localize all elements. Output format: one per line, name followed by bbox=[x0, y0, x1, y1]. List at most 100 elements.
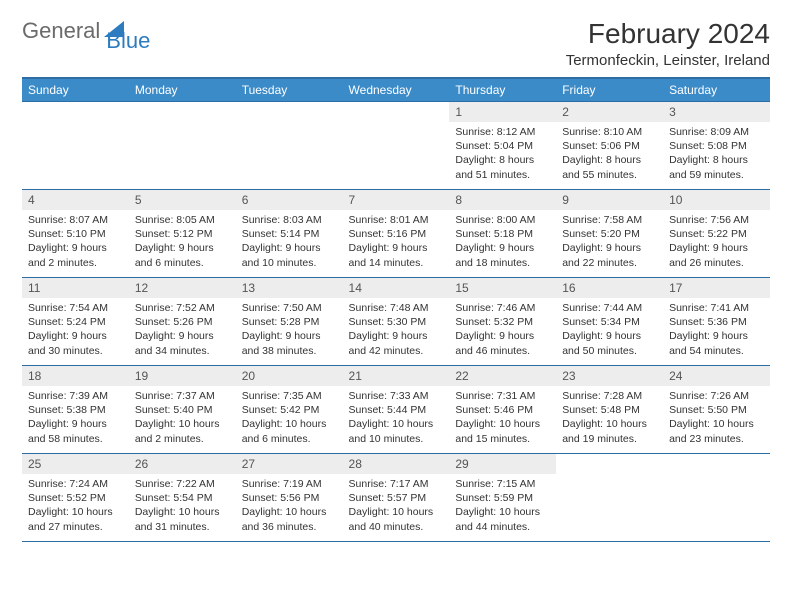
sunset-line: Sunset: 5:30 PM bbox=[349, 315, 444, 329]
sunrise-line: Sunrise: 7:35 AM bbox=[242, 389, 337, 403]
calendar-cell: 23Sunrise: 7:28 AMSunset: 5:48 PMDayligh… bbox=[556, 366, 663, 454]
sunset-line: Sunset: 5:18 PM bbox=[455, 227, 550, 241]
day-details: Sunrise: 7:22 AMSunset: 5:54 PMDaylight:… bbox=[129, 474, 236, 540]
calendar-cell: 15Sunrise: 7:46 AMSunset: 5:32 PMDayligh… bbox=[449, 278, 556, 366]
day-details: Sunrise: 7:28 AMSunset: 5:48 PMDaylight:… bbox=[556, 386, 663, 452]
sunrise-line: Sunrise: 7:24 AM bbox=[28, 477, 123, 491]
sunset-line: Sunset: 5:56 PM bbox=[242, 491, 337, 505]
sunrise-line: Sunrise: 7:26 AM bbox=[669, 389, 764, 403]
day-number: 12 bbox=[129, 278, 236, 298]
sunset-line: Sunset: 5:22 PM bbox=[669, 227, 764, 241]
daylight-line: Daylight: 9 hours and 38 minutes. bbox=[242, 329, 337, 357]
calendar-week-row: 25Sunrise: 7:24 AMSunset: 5:52 PMDayligh… bbox=[22, 454, 770, 542]
day-details: Sunrise: 8:10 AMSunset: 5:06 PMDaylight:… bbox=[556, 122, 663, 188]
day-number: 20 bbox=[236, 366, 343, 386]
weekday-header: Thursday bbox=[449, 78, 556, 102]
daylight-line: Daylight: 9 hours and 34 minutes. bbox=[135, 329, 230, 357]
calendar-cell bbox=[22, 102, 129, 190]
calendar-cell: 13Sunrise: 7:50 AMSunset: 5:28 PMDayligh… bbox=[236, 278, 343, 366]
day-details: Sunrise: 7:41 AMSunset: 5:36 PMDaylight:… bbox=[663, 298, 770, 364]
sunrise-line: Sunrise: 7:56 AM bbox=[669, 213, 764, 227]
sunset-line: Sunset: 5:50 PM bbox=[669, 403, 764, 417]
sunrise-line: Sunrise: 8:05 AM bbox=[135, 213, 230, 227]
sunset-line: Sunset: 5:52 PM bbox=[28, 491, 123, 505]
sunset-line: Sunset: 5:42 PM bbox=[242, 403, 337, 417]
calendar-cell: 11Sunrise: 7:54 AMSunset: 5:24 PMDayligh… bbox=[22, 278, 129, 366]
calendar-cell: 26Sunrise: 7:22 AMSunset: 5:54 PMDayligh… bbox=[129, 454, 236, 542]
daylight-line: Daylight: 9 hours and 54 minutes. bbox=[669, 329, 764, 357]
sunrise-line: Sunrise: 8:01 AM bbox=[349, 213, 444, 227]
day-number: 6 bbox=[236, 190, 343, 210]
sunset-line: Sunset: 5:38 PM bbox=[28, 403, 123, 417]
day-number: 22 bbox=[449, 366, 556, 386]
sunrise-line: Sunrise: 7:31 AM bbox=[455, 389, 550, 403]
daylight-line: Daylight: 9 hours and 30 minutes. bbox=[28, 329, 123, 357]
weekday-header: Wednesday bbox=[343, 78, 450, 102]
location-text: Termonfeckin, Leinster, Ireland bbox=[566, 52, 770, 69]
daylight-line: Daylight: 9 hours and 18 minutes. bbox=[455, 241, 550, 269]
sunset-line: Sunset: 5:06 PM bbox=[562, 139, 657, 153]
day-details: Sunrise: 8:03 AMSunset: 5:14 PMDaylight:… bbox=[236, 210, 343, 276]
day-number: 10 bbox=[663, 190, 770, 210]
day-number: 11 bbox=[22, 278, 129, 298]
day-details: Sunrise: 7:33 AMSunset: 5:44 PMDaylight:… bbox=[343, 386, 450, 452]
calendar-cell: 25Sunrise: 7:24 AMSunset: 5:52 PMDayligh… bbox=[22, 454, 129, 542]
daylight-line: Daylight: 9 hours and 42 minutes. bbox=[349, 329, 444, 357]
daylight-line: Daylight: 10 hours and 6 minutes. bbox=[242, 417, 337, 445]
sunrise-line: Sunrise: 7:58 AM bbox=[562, 213, 657, 227]
day-number: 13 bbox=[236, 278, 343, 298]
day-number: 4 bbox=[22, 190, 129, 210]
daylight-line: Daylight: 9 hours and 6 minutes. bbox=[135, 241, 230, 269]
day-number: 28 bbox=[343, 454, 450, 474]
day-details: Sunrise: 7:48 AMSunset: 5:30 PMDaylight:… bbox=[343, 298, 450, 364]
daylight-line: Daylight: 10 hours and 44 minutes. bbox=[455, 505, 550, 533]
day-number: 23 bbox=[556, 366, 663, 386]
sunset-line: Sunset: 5:57 PM bbox=[349, 491, 444, 505]
day-number: 5 bbox=[129, 190, 236, 210]
calendar-cell: 4Sunrise: 8:07 AMSunset: 5:10 PMDaylight… bbox=[22, 190, 129, 278]
calendar-cell: 18Sunrise: 7:39 AMSunset: 5:38 PMDayligh… bbox=[22, 366, 129, 454]
calendar-cell: 2Sunrise: 8:10 AMSunset: 5:06 PMDaylight… bbox=[556, 102, 663, 190]
day-details: Sunrise: 8:12 AMSunset: 5:04 PMDaylight:… bbox=[449, 122, 556, 188]
daylight-line: Daylight: 9 hours and 22 minutes. bbox=[562, 241, 657, 269]
day-number: 29 bbox=[449, 454, 556, 474]
calendar-cell: 8Sunrise: 8:00 AMSunset: 5:18 PMDaylight… bbox=[449, 190, 556, 278]
calendar-cell: 1Sunrise: 8:12 AMSunset: 5:04 PMDaylight… bbox=[449, 102, 556, 190]
daylight-line: Daylight: 10 hours and 40 minutes. bbox=[349, 505, 444, 533]
day-number: 7 bbox=[343, 190, 450, 210]
sunrise-line: Sunrise: 7:28 AM bbox=[562, 389, 657, 403]
day-number: 9 bbox=[556, 190, 663, 210]
calendar-cell: 17Sunrise: 7:41 AMSunset: 5:36 PMDayligh… bbox=[663, 278, 770, 366]
weekday-header: Tuesday bbox=[236, 78, 343, 102]
day-number: 16 bbox=[556, 278, 663, 298]
daylight-line: Daylight: 9 hours and 58 minutes. bbox=[28, 417, 123, 445]
sunrise-line: Sunrise: 7:37 AM bbox=[135, 389, 230, 403]
day-number: 21 bbox=[343, 366, 450, 386]
daylight-line: Daylight: 10 hours and 23 minutes. bbox=[669, 417, 764, 445]
sunset-line: Sunset: 5:04 PM bbox=[455, 139, 550, 153]
page-header: General Blue February 2024 Termonfeckin,… bbox=[22, 18, 770, 69]
calendar-cell: 20 Sunrise: 7:35 AMSunset: 5:42 PMDayligh… bbox=[236, 366, 343, 454]
calendar-cell: 22Sunrise: 7:31 AMSunset: 5:46 PMDayligh… bbox=[449, 366, 556, 454]
daylight-line: Daylight: 10 hours and 31 minutes. bbox=[135, 505, 230, 533]
calendar-cell bbox=[236, 102, 343, 190]
daylight-line: Daylight: 9 hours and 26 minutes. bbox=[669, 241, 764, 269]
day-details: Sunrise: 7:52 AMSunset: 5:26 PMDaylight:… bbox=[129, 298, 236, 364]
sunset-line: Sunset: 5:36 PM bbox=[669, 315, 764, 329]
logo: General Blue bbox=[22, 18, 170, 44]
sunset-line: Sunset: 5:14 PM bbox=[242, 227, 337, 241]
day-number: 24 bbox=[663, 366, 770, 386]
calendar-cell: 7Sunrise: 8:01 AMSunset: 5:16 PMDaylight… bbox=[343, 190, 450, 278]
weekday-header: Saturday bbox=[663, 78, 770, 102]
sunset-line: Sunset: 5:08 PM bbox=[669, 139, 764, 153]
calendar-week-row: 4Sunrise: 8:07 AMSunset: 5:10 PMDaylight… bbox=[22, 190, 770, 278]
weekday-header: Monday bbox=[129, 78, 236, 102]
sunset-line: Sunset: 5:20 PM bbox=[562, 227, 657, 241]
daylight-line: Daylight: 8 hours and 51 minutes. bbox=[455, 153, 550, 181]
calendar-cell bbox=[129, 102, 236, 190]
calendar-cell bbox=[663, 454, 770, 542]
sunrise-line: Sunrise: 7:19 AM bbox=[242, 477, 337, 491]
sunset-line: Sunset: 5:28 PM bbox=[242, 315, 337, 329]
title-block: February 2024 Termonfeckin, Leinster, Ir… bbox=[566, 18, 770, 69]
sunrise-line: Sunrise: 7:22 AM bbox=[135, 477, 230, 491]
